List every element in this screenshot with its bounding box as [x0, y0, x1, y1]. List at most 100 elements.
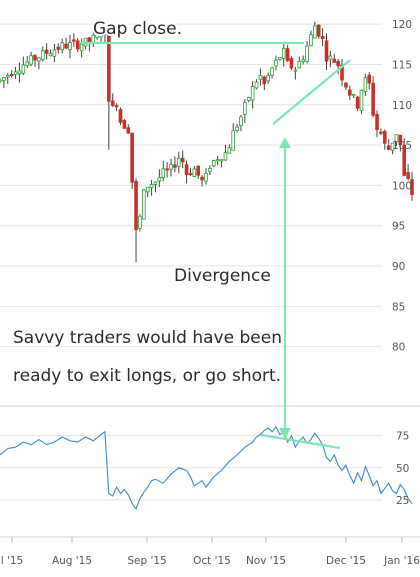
price-tick-label: 90 — [392, 261, 405, 273]
candle-body-up — [309, 34, 313, 46]
candle — [301, 55, 305, 65]
candle — [48, 49, 53, 57]
candle-body-down — [316, 24, 321, 37]
x-tick-label: Oct '15 — [193, 555, 231, 567]
candle-body-down — [200, 176, 204, 181]
candle-body-up — [204, 173, 208, 182]
candle-body-down — [355, 96, 360, 109]
candle — [262, 75, 267, 91]
candle — [398, 134, 403, 152]
candle — [371, 76, 375, 118]
candle — [231, 123, 236, 151]
candle — [386, 139, 391, 151]
candle — [130, 132, 134, 189]
candle — [270, 66, 274, 79]
x-tick-label: l '15 — [1, 555, 24, 567]
candle-body-down — [114, 105, 119, 108]
candle — [99, 29, 103, 42]
candle — [107, 31, 111, 150]
candle-body-up — [37, 57, 41, 62]
candle — [344, 82, 348, 90]
divergence-arrow-head-up — [279, 137, 291, 148]
candle — [297, 56, 302, 69]
candle — [258, 68, 263, 86]
candle-body-up — [176, 157, 181, 167]
candle — [75, 38, 80, 53]
candle — [114, 103, 119, 112]
candle-body-down — [56, 46, 61, 50]
candle-body-up — [169, 164, 173, 170]
candle-body-down — [184, 164, 189, 175]
annotation-layer: Gap close. Divergence Savvy traders would … — [11, 17, 351, 450]
candle — [215, 156, 220, 166]
candle — [173, 156, 177, 173]
indicator-line — [0, 425, 413, 511]
candle — [142, 189, 146, 220]
candle-body-up — [153, 181, 158, 185]
candle — [44, 43, 49, 60]
candle — [126, 124, 131, 134]
candle — [328, 50, 333, 68]
candle — [60, 38, 64, 54]
candle-body-down — [75, 40, 80, 50]
candle — [122, 118, 127, 129]
candle-body-down — [118, 109, 123, 123]
candle-body-up — [5, 75, 10, 78]
gap-close-label: Gap close. — [93, 19, 182, 39]
candle — [79, 38, 84, 58]
candle-body-down — [122, 120, 127, 129]
candle-body-up — [99, 35, 103, 38]
candle — [138, 213, 142, 232]
candle-body-up — [351, 94, 356, 97]
candle-body-up — [313, 25, 317, 39]
candle-body-down — [72, 39, 76, 42]
indicator-trendline — [260, 433, 341, 450]
candle-body-down — [320, 36, 325, 40]
candle-body-up — [246, 97, 251, 101]
candle-body-down — [110, 100, 115, 107]
price-tick-label: 115 — [392, 59, 412, 71]
candle — [382, 129, 387, 150]
candle-body-up — [258, 75, 263, 80]
candle — [336, 58, 340, 75]
candle-body-up — [40, 50, 45, 60]
candle-body-down — [336, 61, 340, 67]
x-tick-label: Sep '15 — [127, 555, 166, 567]
candle — [37, 57, 41, 70]
candle — [180, 150, 185, 169]
candle-body-down — [33, 55, 37, 61]
candle-body-up — [211, 160, 216, 167]
candle-body-up — [52, 49, 57, 57]
price-tick-label: 100 — [392, 180, 412, 192]
candle-body-down — [340, 64, 344, 81]
candle — [332, 53, 337, 63]
candle-body-down — [107, 31, 111, 102]
candle — [254, 79, 259, 90]
price-tick-label: 105 — [392, 140, 412, 152]
candle-body-down — [9, 74, 14, 77]
candle — [390, 142, 395, 155]
candle — [5, 72, 10, 84]
candle — [17, 62, 22, 83]
candle-body-up — [2, 77, 6, 81]
candle-body-up — [231, 130, 236, 151]
candle — [208, 165, 212, 175]
candle-body-down — [398, 134, 403, 146]
candle-body-up — [192, 168, 197, 177]
candle — [87, 36, 92, 52]
candle-body-up — [235, 126, 239, 131]
candle-body-up — [68, 42, 72, 50]
candle-body-up — [243, 102, 247, 115]
candle — [324, 33, 329, 71]
candle-body-down — [332, 58, 337, 63]
candle — [196, 165, 201, 179]
candle — [21, 56, 26, 75]
candle-body-up — [227, 147, 232, 154]
candle-body-up — [266, 75, 270, 82]
candle — [235, 124, 239, 133]
candle-body-up — [157, 176, 162, 182]
candle-body-up — [270, 67, 274, 76]
candle — [239, 114, 243, 132]
